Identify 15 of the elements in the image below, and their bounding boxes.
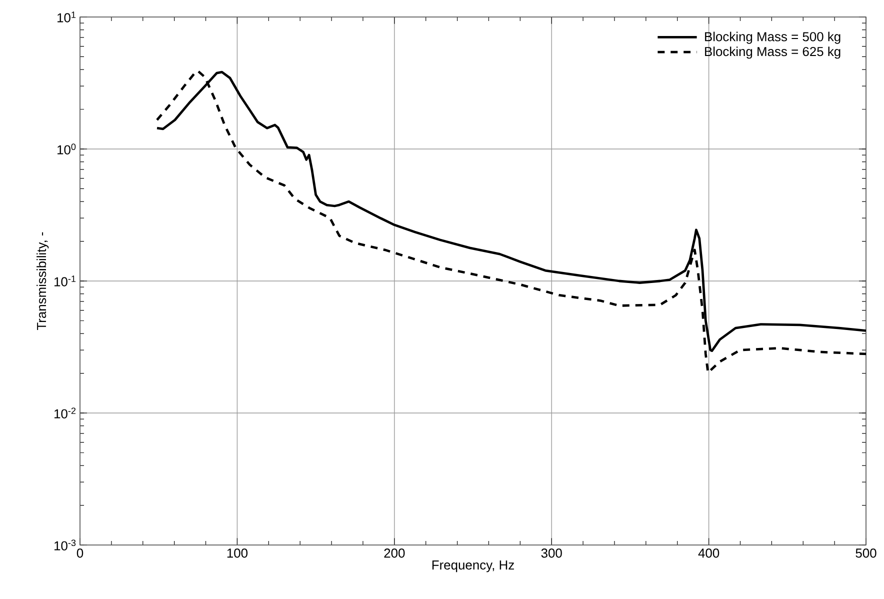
y-tick-label: 10$^{-1}$ [54,276,76,286]
x-tick-label: 300 [541,548,562,558]
y-tick-label: 10$^{-2}$ [54,408,76,418]
x-tick-label: 200 [384,548,405,558]
y-axis-title: Transmissibility, - [36,232,49,330]
y-tick-label: 10$^{0}$ [58,144,76,154]
y-tick-label: 10$^{-3}$ [54,540,76,550]
x-tick-label: 400 [698,548,720,558]
x-tick-label: 100 [227,548,248,558]
y-tick-label: 10$^{1}$ [58,12,76,22]
legend-label: Blocking Mass = 500 kg [705,32,840,44]
x-axis-title: Frequency, Hz [432,560,514,572]
legend-label: Blocking Mass = 625 kg [705,46,840,59]
x-tick-label: 500 [856,548,876,558]
x-tick-label: 0 [76,548,84,558]
